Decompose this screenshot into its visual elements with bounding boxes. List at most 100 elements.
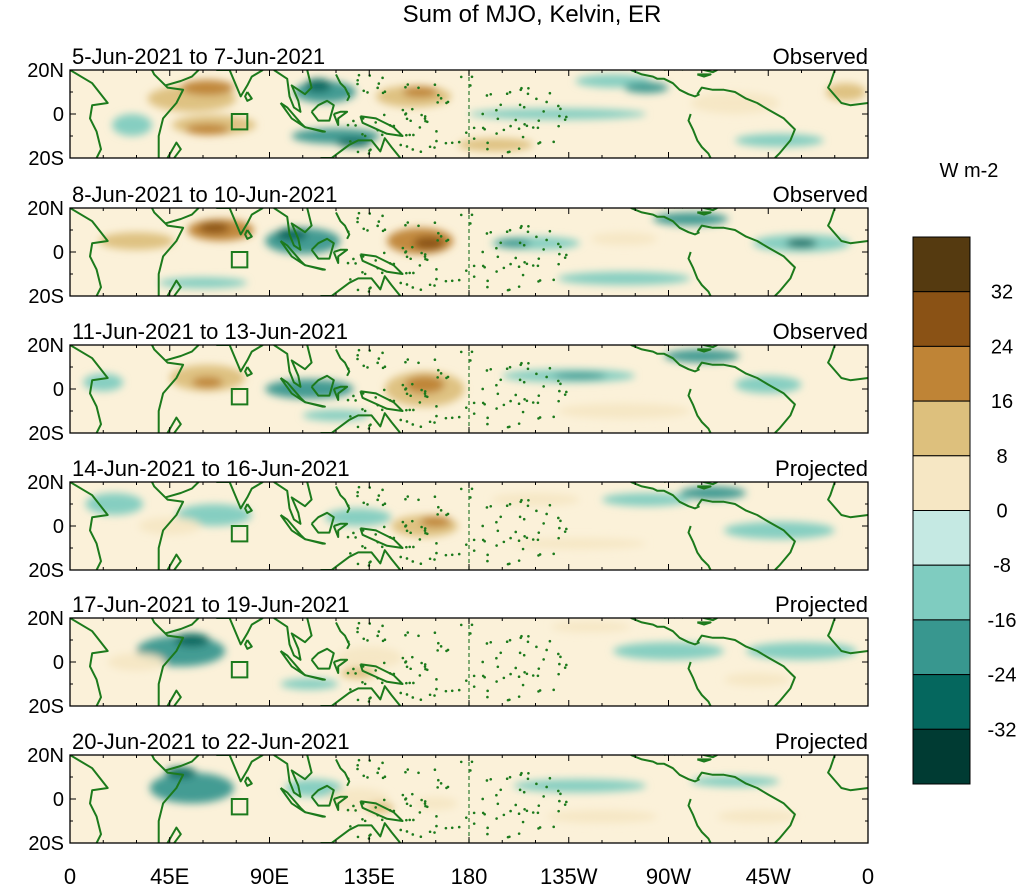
island-dot — [392, 672, 396, 676]
island-dot — [470, 487, 474, 491]
island-dot — [423, 115, 427, 118]
island-dot — [531, 811, 535, 814]
island-dot — [412, 818, 415, 822]
island-dot — [361, 544, 364, 548]
coastline — [273, 345, 313, 388]
island-dot — [496, 117, 500, 121]
anomaly-blob — [107, 653, 166, 671]
island-dot — [361, 529, 365, 532]
island-dot — [518, 788, 522, 792]
coastline — [681, 345, 718, 349]
island-dot — [392, 124, 396, 128]
island-dot — [445, 649, 448, 653]
island-dot — [377, 767, 381, 770]
island-dot — [354, 399, 357, 402]
island-dot — [409, 804, 412, 808]
island-dot — [437, 505, 440, 509]
island-dot — [411, 245, 414, 249]
coastline — [310, 647, 335, 670]
island-dot — [354, 672, 357, 675]
island-dot — [423, 800, 427, 803]
reference-box — [230, 113, 249, 131]
island-dot — [368, 149, 371, 152]
island-dot — [521, 547, 525, 551]
island-dot — [374, 669, 377, 672]
island-dot — [405, 408, 408, 412]
island-dot — [423, 390, 427, 393]
island-dot — [509, 399, 512, 403]
coastline — [827, 482, 868, 519]
island-dot — [356, 216, 359, 220]
anomaly-blob — [735, 133, 824, 147]
island-dot — [514, 118, 518, 122]
island-dot — [366, 366, 369, 369]
island-dot — [505, 92, 509, 95]
coastline — [687, 661, 712, 706]
island-dot — [363, 682, 367, 686]
island-dot — [514, 530, 518, 534]
coastline — [216, 70, 264, 98]
colorbar-box — [912, 564, 971, 621]
coastline — [630, 482, 700, 510]
island-dot — [450, 826, 454, 830]
island-dot — [517, 832, 521, 835]
coastline — [335, 758, 351, 787]
island-dot — [404, 388, 407, 391]
colorbar-box — [912, 728, 971, 785]
island-dot — [531, 126, 535, 129]
island-dot — [405, 681, 408, 685]
island-dot — [495, 817, 498, 820]
island-dot — [552, 278, 555, 282]
lat-label: 20N — [27, 472, 64, 494]
coastline — [165, 70, 200, 87]
island-dot — [457, 825, 461, 829]
island-dot — [392, 536, 396, 540]
island-dot — [563, 393, 567, 396]
island-dot — [349, 552, 352, 555]
coastline — [335, 73, 351, 102]
coastline — [216, 755, 264, 783]
island-dot — [361, 132, 364, 136]
island-dot — [509, 124, 512, 128]
island-dot — [527, 771, 530, 775]
island-dot — [436, 649, 439, 652]
island-dot — [565, 663, 568, 667]
island-dot — [536, 126, 540, 130]
island-dot — [405, 545, 408, 549]
island-dot — [405, 255, 409, 259]
island-dot — [495, 383, 498, 387]
anomaly-blob — [513, 538, 647, 550]
coastline — [304, 674, 326, 681]
island-dot — [486, 422, 489, 426]
anomaly-blob — [402, 86, 438, 98]
island-dot — [481, 811, 485, 815]
coastline — [359, 115, 404, 137]
island-dot — [399, 828, 403, 832]
anomaly-blob — [336, 646, 403, 669]
coastline — [359, 527, 404, 549]
island-dot — [517, 127, 521, 131]
island-dot — [517, 559, 521, 562]
lat-label: 20N — [27, 745, 64, 767]
island-dot — [362, 774, 366, 778]
island-dot — [499, 515, 503, 519]
island-dot — [435, 815, 438, 818]
island-dot — [548, 503, 552, 507]
island-dot — [525, 124, 529, 128]
island-dot — [405, 830, 409, 833]
anomaly-blob — [652, 212, 729, 226]
anomaly-blob — [557, 403, 691, 419]
coastline — [279, 787, 306, 814]
island-dot — [505, 640, 509, 643]
island-dot — [523, 807, 526, 811]
island-dot — [459, 75, 463, 79]
island-dot — [361, 392, 365, 395]
island-dot — [459, 623, 463, 627]
coastline — [310, 237, 335, 260]
colorbar-label: 8 — [996, 446, 1007, 468]
island-dot — [486, 826, 489, 830]
island-dot — [392, 399, 396, 403]
island-dot — [531, 538, 535, 541]
island-dot — [406, 495, 410, 498]
island-dot — [450, 416, 454, 420]
